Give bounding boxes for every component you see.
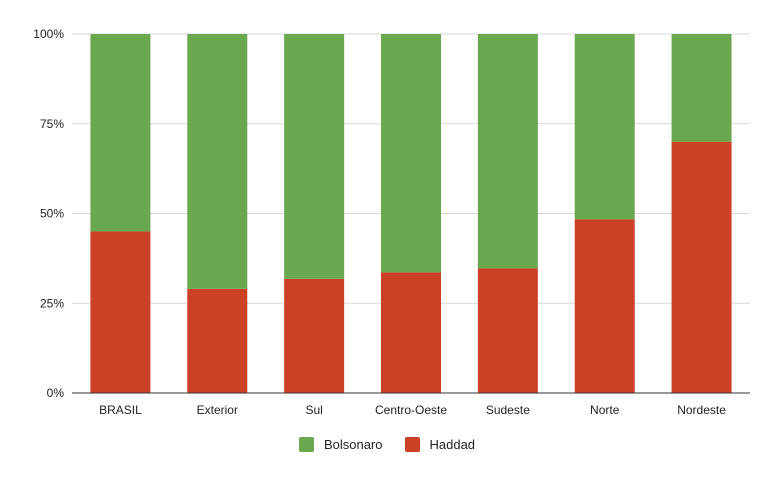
x-tick-label: Norte bbox=[590, 403, 620, 417]
stacked-bar-chart: 0% 25% 50% 75% 100% BRASIL Exterior Sul Centro-… bbox=[33, 27, 750, 417]
y-tick-label: 25% bbox=[40, 296, 64, 310]
bar-segment-haddad bbox=[477, 268, 538, 393]
bar-segment-haddad bbox=[187, 288, 248, 393]
y-tick-label: 50% bbox=[40, 207, 64, 221]
x-tick-label: Centro-Oeste bbox=[375, 403, 447, 417]
bar-segment-haddad bbox=[671, 141, 732, 393]
bar-segment-bolsonaro bbox=[477, 34, 538, 269]
bar-segment-bolsonaro bbox=[284, 34, 345, 279]
legend-swatch-haddad bbox=[404, 437, 420, 452]
legend-item-haddad[interactable]: Haddad bbox=[404, 437, 476, 452]
bar-segment-haddad bbox=[381, 272, 441, 393]
y-tick-label: 75% bbox=[40, 117, 64, 131]
y-tick-label: 100% bbox=[33, 27, 64, 41]
bar-segment-bolsonaro bbox=[574, 34, 635, 220]
legend-label: Bolsonaro bbox=[323, 437, 383, 452]
y-tick-label: 0% bbox=[47, 386, 65, 400]
x-tick-label: Sul bbox=[305, 403, 322, 417]
x-tick-label: Exterior bbox=[197, 403, 238, 417]
bar-segment-bolsonaro bbox=[671, 34, 732, 142]
bar-segment-haddad bbox=[90, 231, 151, 393]
bar-segment-bolsonaro bbox=[381, 34, 441, 273]
x-axis: BRASIL Exterior Sul Centro-Oeste Sudeste Nort… bbox=[72, 392, 750, 417]
bar-segment-haddad bbox=[284, 278, 345, 393]
y-axis: 0% 25% 50% 75% 100% bbox=[33, 27, 64, 400]
x-tick-label: Sudeste bbox=[486, 403, 530, 417]
x-tick-label: BRASIL bbox=[99, 403, 142, 417]
legend-swatch-bolsonaro bbox=[298, 437, 314, 452]
legend-item-bolsonaro[interactable]: Bolsonaro bbox=[298, 437, 383, 452]
x-tick-label: Nordeste bbox=[677, 403, 726, 417]
bar-segment-bolsonaro bbox=[90, 34, 151, 232]
bars bbox=[90, 34, 732, 393]
bar-segment-haddad bbox=[574, 219, 635, 393]
legend-label: Haddad bbox=[429, 437, 476, 452]
bar-segment-bolsonaro bbox=[187, 34, 248, 289]
legend: Bolsonaro Haddad bbox=[0, 437, 774, 452]
